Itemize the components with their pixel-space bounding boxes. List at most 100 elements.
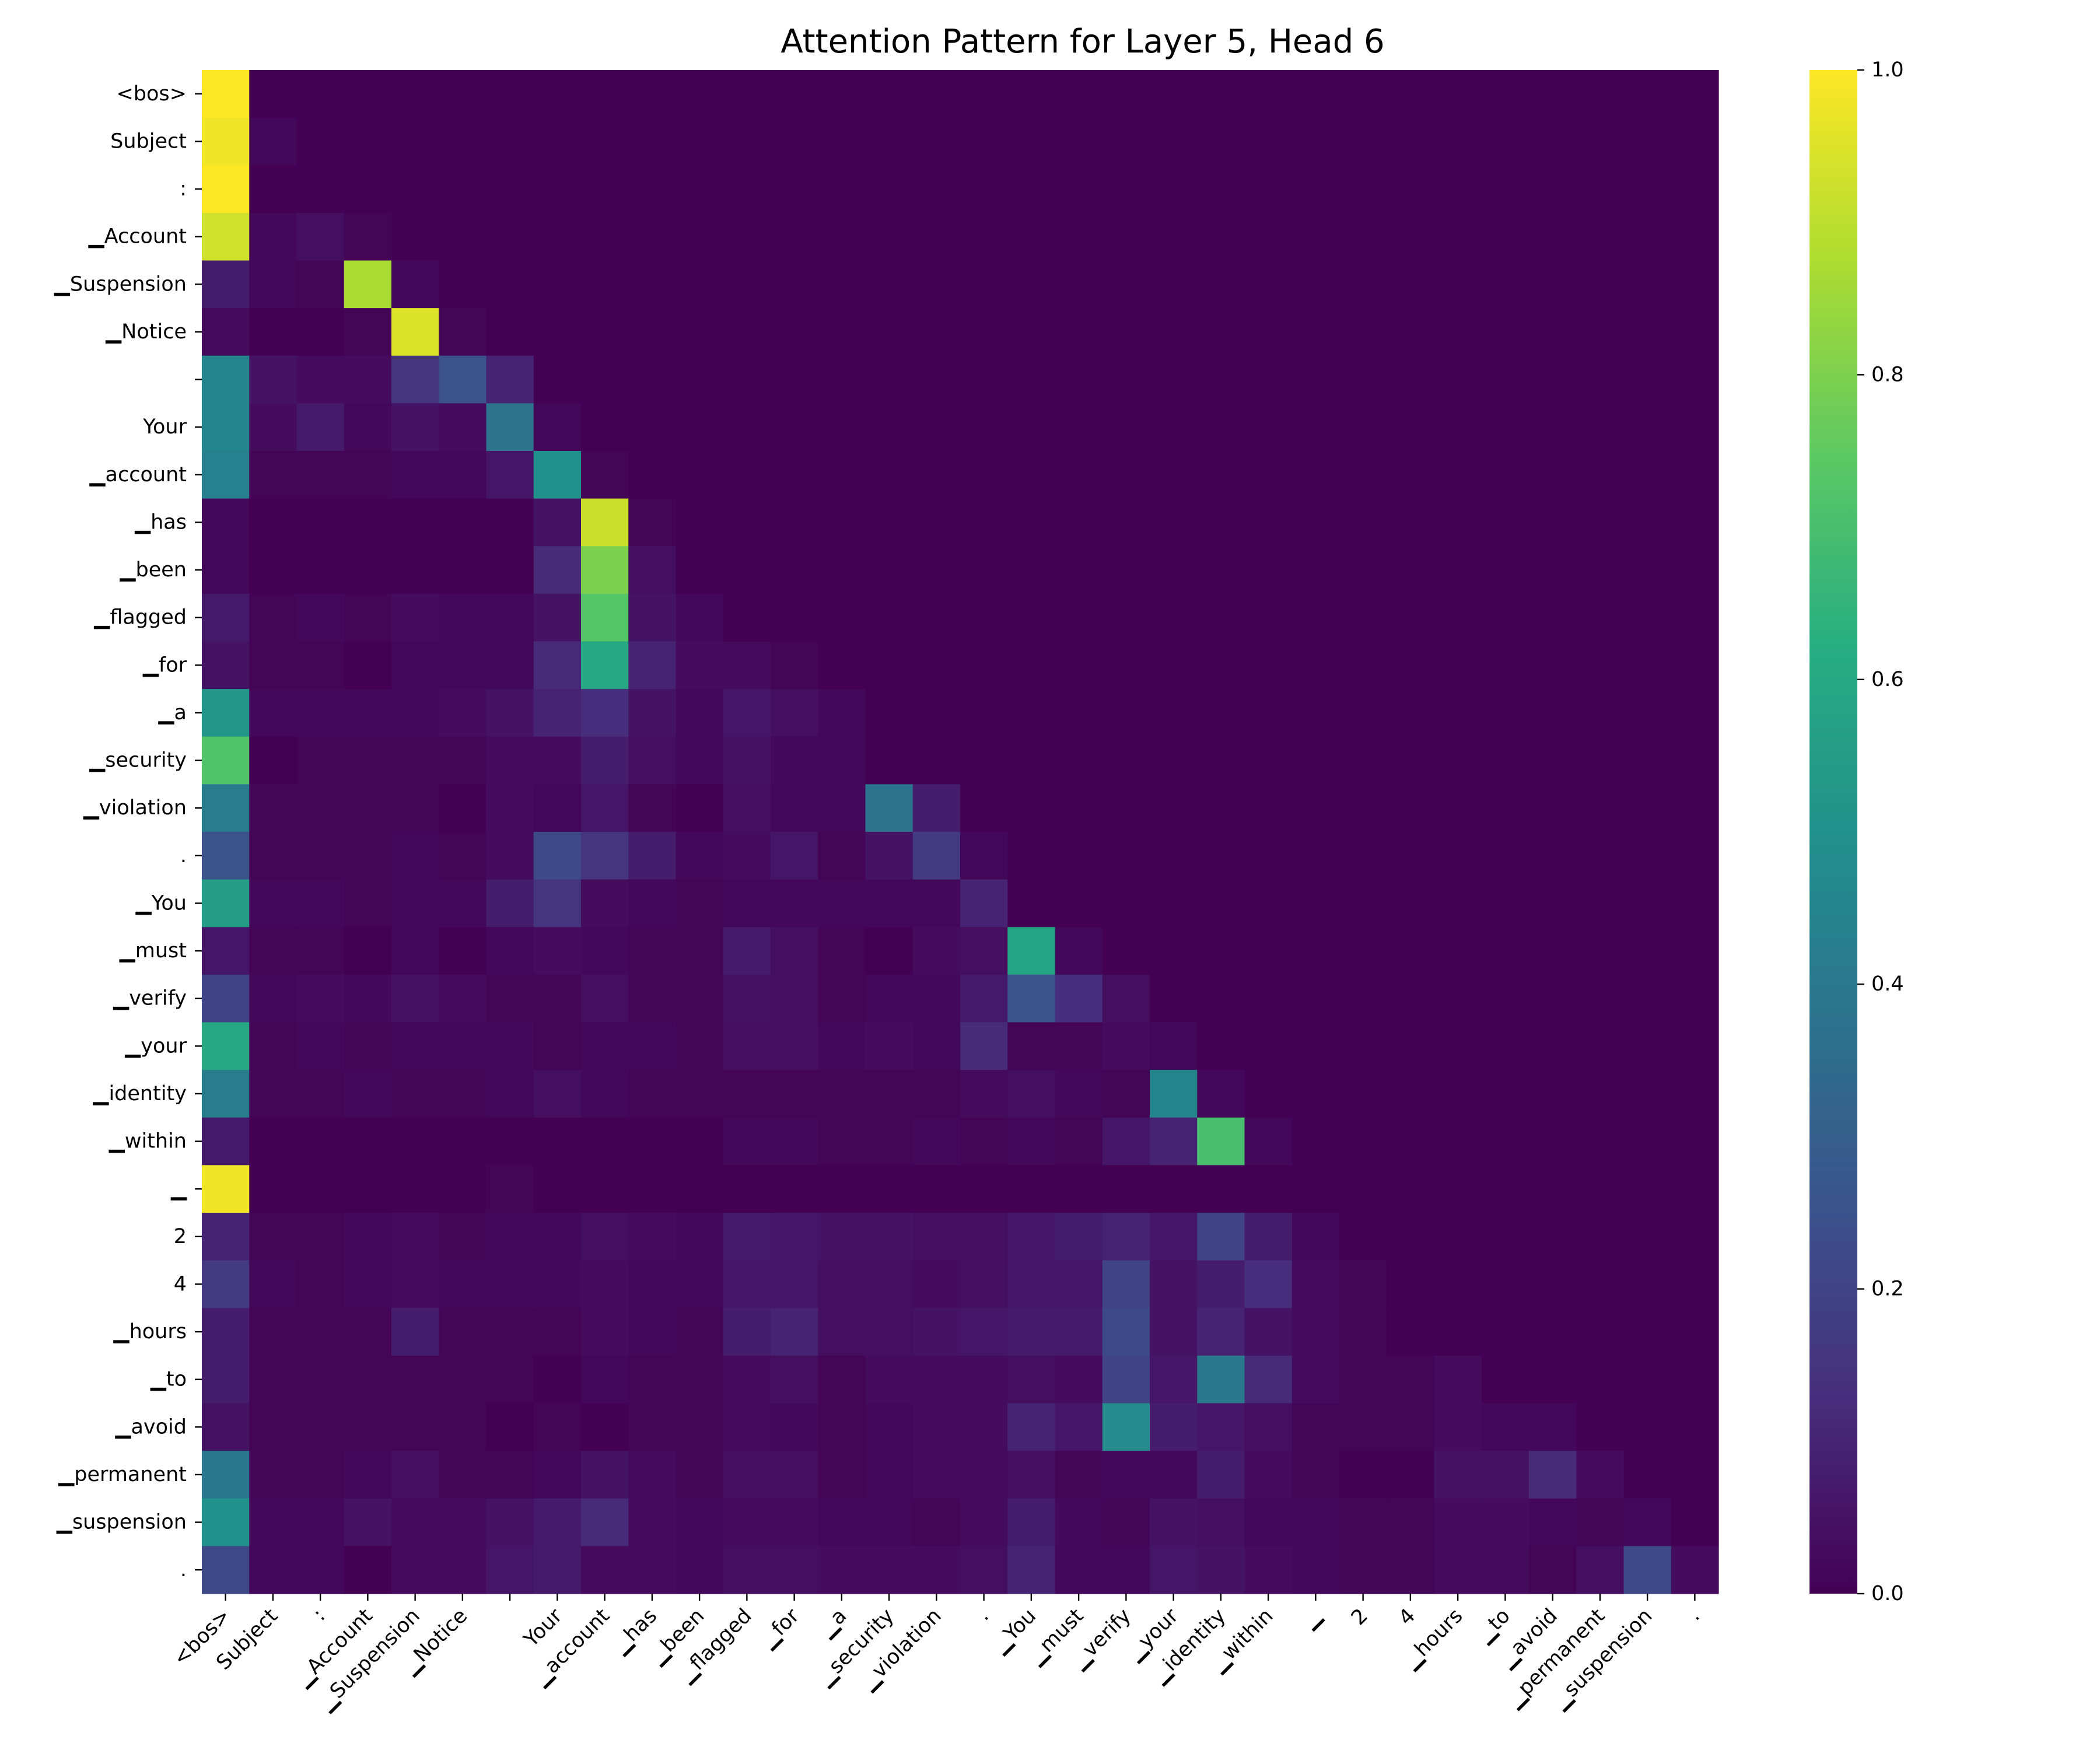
heatmap-cell xyxy=(818,117,866,166)
heatmap-cell xyxy=(486,1022,534,1070)
heatmap-cell xyxy=(1292,1117,1340,1166)
heatmap-cell xyxy=(865,308,914,356)
heatmap-cell xyxy=(818,546,866,594)
heatmap-cell xyxy=(676,1546,724,1594)
heatmap-cell xyxy=(676,974,724,1023)
heatmap-cell xyxy=(1007,1498,1056,1546)
heatmap-cell xyxy=(960,689,1008,737)
heatmap-cell xyxy=(296,1070,345,1118)
heatmap-cell xyxy=(1055,784,1103,832)
heatmap-cell xyxy=(391,1165,439,1213)
heatmap-cell xyxy=(391,1546,439,1594)
heatmap-cell xyxy=(1481,1022,1530,1070)
heatmap-cell xyxy=(486,355,534,404)
heatmap-cell xyxy=(960,498,1008,547)
heatmap-cell xyxy=(912,974,961,1023)
heatmap-cell xyxy=(1576,70,1625,118)
heatmap-cell xyxy=(344,260,392,309)
heatmap-cell xyxy=(1055,1403,1103,1451)
heatmap-cell xyxy=(581,1451,629,1499)
x-tick-label: . xyxy=(972,1604,993,1625)
heatmap-cell xyxy=(1197,308,1245,356)
heatmap-cell xyxy=(676,1022,724,1070)
heatmap-cell xyxy=(1007,1022,1056,1070)
heatmap-cell xyxy=(486,736,534,785)
heatmap-cell xyxy=(1244,355,1293,404)
heatmap-cell xyxy=(1339,927,1387,975)
heatmap-cell xyxy=(202,1260,250,1308)
heatmap-cell xyxy=(391,117,439,166)
heatmap-cell xyxy=(439,403,487,452)
heatmap-cell xyxy=(391,641,439,690)
heatmap-cell xyxy=(1387,832,1435,880)
heatmap-cell xyxy=(1623,451,1672,499)
y-tick-label: ▁your xyxy=(124,1034,187,1058)
heatmap-cell xyxy=(486,165,534,214)
heatmap-cell xyxy=(960,212,1008,261)
heatmap-cell xyxy=(1576,879,1625,928)
heatmap-cell xyxy=(486,974,534,1023)
heatmap-cell xyxy=(676,927,724,975)
heatmap-cell xyxy=(1244,1355,1293,1404)
heatmap-cell xyxy=(1481,1546,1530,1594)
heatmap-cell xyxy=(1481,1498,1530,1546)
heatmap-cell xyxy=(391,308,439,356)
heatmap-cell xyxy=(723,117,771,166)
heatmap-cell xyxy=(486,689,534,737)
heatmap-cell xyxy=(818,927,866,975)
heatmap-cell xyxy=(439,1117,487,1166)
heatmap-cell xyxy=(1623,927,1672,975)
heatmap-cell xyxy=(391,1260,439,1308)
heatmap-cell xyxy=(1150,1451,1198,1499)
heatmap-cell xyxy=(676,451,724,499)
heatmap-cell xyxy=(1434,641,1482,690)
heatmap-cell xyxy=(1292,1070,1340,1118)
heatmap-cell xyxy=(865,70,914,118)
heatmap-cell xyxy=(771,165,818,214)
heatmap-cell xyxy=(960,308,1008,356)
heatmap-cell xyxy=(1576,641,1625,690)
y-tick-label: ▁for xyxy=(142,653,187,677)
heatmap-cell xyxy=(1434,974,1482,1023)
heatmap-cell xyxy=(1007,308,1056,356)
heatmap-cell xyxy=(296,308,345,356)
heatmap-cell xyxy=(771,879,818,928)
heatmap-cell xyxy=(1244,1403,1293,1451)
heatmap-cell xyxy=(865,832,914,880)
heatmap-cell xyxy=(723,403,771,452)
heatmap-cell xyxy=(1150,1165,1198,1213)
heatmap-cell xyxy=(1339,736,1387,785)
heatmap-cell xyxy=(533,736,582,785)
heatmap-cell xyxy=(486,927,534,975)
heatmap-cell xyxy=(486,117,534,166)
heatmap-cell xyxy=(1244,974,1293,1023)
heatmap-cell xyxy=(1292,1546,1340,1594)
heatmap-cell xyxy=(1292,1260,1340,1308)
heatmap-cell xyxy=(1102,403,1150,452)
heatmap-cell xyxy=(1150,1308,1198,1356)
heatmap-cell xyxy=(1623,117,1672,166)
heatmap-cell xyxy=(1576,1403,1625,1451)
heatmap-cell xyxy=(1007,1451,1056,1499)
heatmap-cell xyxy=(1102,927,1150,975)
heatmap-cell xyxy=(960,1213,1008,1261)
heatmap-cell xyxy=(344,498,392,547)
heatmap-cell xyxy=(676,1165,724,1213)
heatmap-cell xyxy=(439,308,487,356)
heatmap-cell xyxy=(533,879,582,928)
heatmap-cell xyxy=(581,212,629,261)
heatmap-cell xyxy=(1244,879,1293,928)
heatmap-cell xyxy=(960,1451,1008,1499)
heatmap-cell xyxy=(960,974,1008,1023)
heatmap-cell xyxy=(439,1546,487,1594)
heatmap-cell xyxy=(581,1117,629,1166)
y-tick-label: ▁flagged xyxy=(93,606,187,629)
heatmap-cell xyxy=(1055,689,1103,737)
heatmap-cell xyxy=(202,641,250,690)
heatmap-cell xyxy=(202,260,250,309)
colorbar-tick-label: 1.0 xyxy=(1871,58,1904,82)
heatmap-cell xyxy=(865,403,914,452)
heatmap-cell xyxy=(818,593,866,642)
heatmap-cell xyxy=(960,1070,1008,1118)
heatmap-cell xyxy=(1387,1308,1435,1356)
